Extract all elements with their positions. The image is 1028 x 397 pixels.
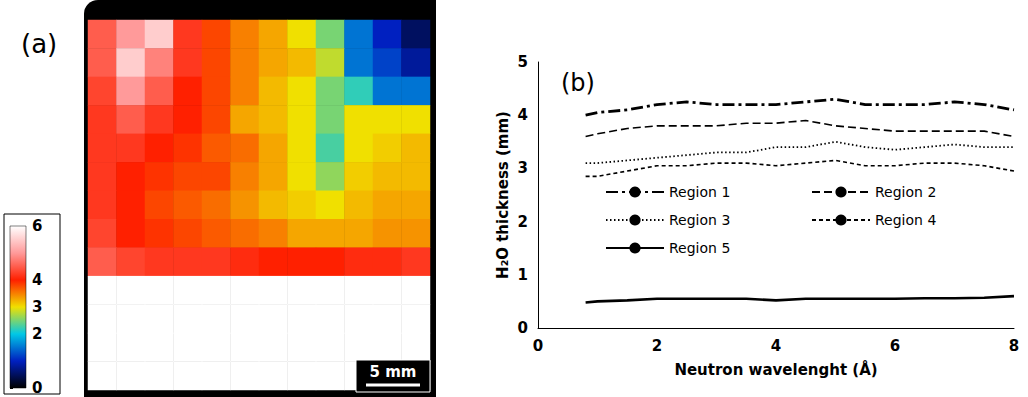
svg-text:Neutron wavelenght (Å): Neutron wavelenght (Å) bbox=[674, 360, 877, 379]
svg-text:Region 1: Region 1 bbox=[669, 184, 730, 200]
svg-text:6: 6 bbox=[890, 337, 900, 355]
svg-text:4: 4 bbox=[32, 271, 42, 289]
svg-text:0: 0 bbox=[32, 379, 42, 397]
svg-text:5: 5 bbox=[518, 53, 528, 71]
svg-text:6: 6 bbox=[32, 217, 42, 235]
svg-text:4: 4 bbox=[771, 337, 781, 355]
svg-text:1: 1 bbox=[518, 266, 528, 284]
svg-text:3: 3 bbox=[518, 159, 528, 177]
svg-text:2: 2 bbox=[652, 337, 662, 355]
svg-text:2: 2 bbox=[32, 325, 42, 343]
svg-text:0: 0 bbox=[518, 319, 528, 337]
svg-text:Region 2: Region 2 bbox=[875, 184, 936, 200]
svg-text:0: 0 bbox=[533, 337, 543, 355]
svg-text:4: 4 bbox=[518, 106, 528, 124]
svg-text:2: 2 bbox=[518, 213, 528, 231]
svg-text:(a): (a) bbox=[21, 29, 57, 59]
svg-text:Region 3: Region 3 bbox=[669, 212, 730, 228]
svg-text:(b): (b) bbox=[561, 69, 595, 97]
svg-text:5 mm: 5 mm bbox=[370, 363, 417, 381]
svg-text:8: 8 bbox=[1009, 337, 1019, 355]
svg-text:Region 4: Region 4 bbox=[875, 212, 936, 228]
svg-text:Region 5: Region 5 bbox=[669, 240, 730, 256]
svg-text:H₂O thickness (mm): H₂O thickness (mm) bbox=[494, 111, 512, 279]
svg-text:3: 3 bbox=[32, 298, 42, 316]
